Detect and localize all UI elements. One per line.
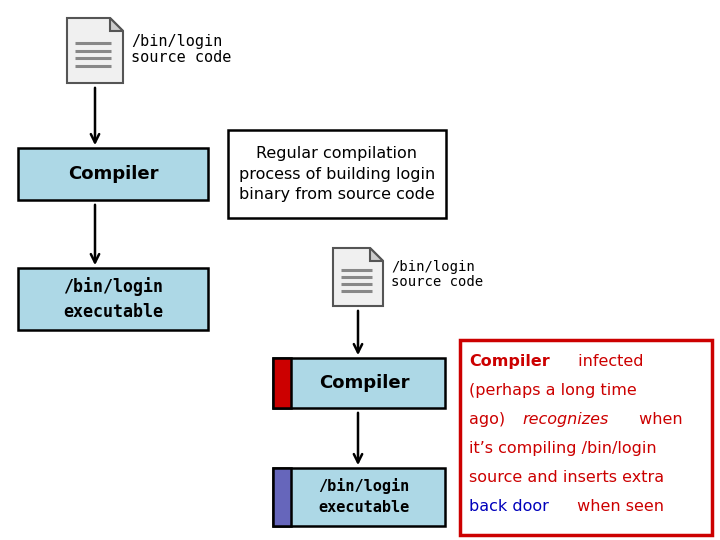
- Text: infected: infected: [573, 354, 644, 369]
- Text: Regular compilation
process of building login
binary from source code: Regular compilation process of building …: [239, 146, 435, 202]
- Text: when: when: [634, 412, 683, 427]
- Text: Compiler: Compiler: [319, 374, 409, 392]
- Bar: [18, 148, 208, 200]
- Text: (perhaps a long time: (perhaps a long time: [469, 383, 636, 398]
- Bar: [273, 358, 291, 408]
- Polygon shape: [370, 248, 383, 261]
- Bar: [273, 468, 445, 526]
- Bar: [228, 130, 446, 218]
- Text: /bin/login: /bin/login: [131, 34, 222, 49]
- Text: /bin/login
executable: /bin/login executable: [318, 478, 410, 516]
- Text: source and inserts extra: source and inserts extra: [469, 470, 664, 485]
- Text: recognizes: recognizes: [522, 412, 608, 427]
- Polygon shape: [110, 18, 123, 31]
- Text: ago): ago): [469, 412, 510, 427]
- Bar: [273, 468, 291, 526]
- Text: source code: source code: [391, 275, 483, 289]
- Bar: [18, 268, 208, 330]
- Bar: [460, 340, 712, 535]
- Text: /bin/login: /bin/login: [391, 260, 474, 274]
- Text: it’s compiling /bin/login: it’s compiling /bin/login: [469, 441, 657, 456]
- Text: /bin/login
executable: /bin/login executable: [63, 277, 163, 321]
- Bar: [273, 358, 445, 408]
- Text: back door: back door: [469, 499, 549, 514]
- Polygon shape: [333, 248, 383, 306]
- Text: source code: source code: [131, 50, 231, 65]
- Text: Compiler: Compiler: [469, 354, 550, 369]
- Polygon shape: [67, 18, 123, 83]
- Text: Compiler: Compiler: [68, 165, 158, 183]
- Text: when seen: when seen: [572, 499, 664, 514]
